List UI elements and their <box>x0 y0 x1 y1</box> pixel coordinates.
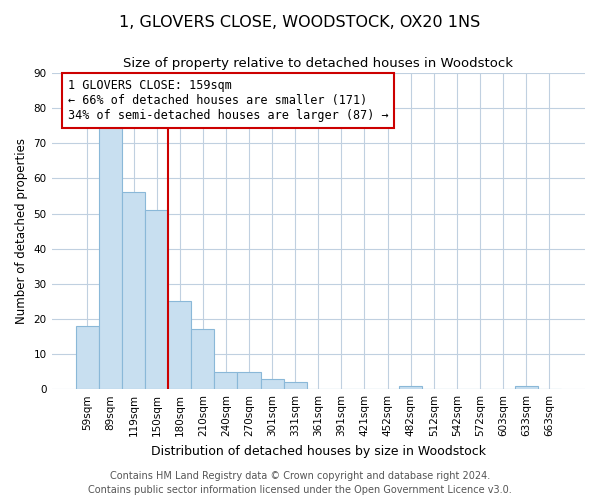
Bar <box>214 372 238 389</box>
Bar <box>122 192 145 389</box>
Text: Contains HM Land Registry data © Crown copyright and database right 2024.
Contai: Contains HM Land Registry data © Crown c… <box>88 471 512 495</box>
Bar <box>145 210 168 389</box>
Y-axis label: Number of detached properties: Number of detached properties <box>15 138 28 324</box>
Bar <box>99 126 122 389</box>
Bar <box>238 372 260 389</box>
Bar <box>515 386 538 389</box>
Bar <box>284 382 307 389</box>
Bar <box>76 326 99 389</box>
Text: 1 GLOVERS CLOSE: 159sqm
← 66% of detached houses are smaller (171)
34% of semi-d: 1 GLOVERS CLOSE: 159sqm ← 66% of detache… <box>68 80 388 122</box>
Text: 1, GLOVERS CLOSE, WOODSTOCK, OX20 1NS: 1, GLOVERS CLOSE, WOODSTOCK, OX20 1NS <box>119 15 481 30</box>
Bar <box>399 386 422 389</box>
Bar <box>260 378 284 389</box>
Bar <box>168 302 191 389</box>
Bar <box>191 330 214 389</box>
Title: Size of property relative to detached houses in Woodstock: Size of property relative to detached ho… <box>123 58 513 70</box>
X-axis label: Distribution of detached houses by size in Woodstock: Distribution of detached houses by size … <box>151 444 486 458</box>
